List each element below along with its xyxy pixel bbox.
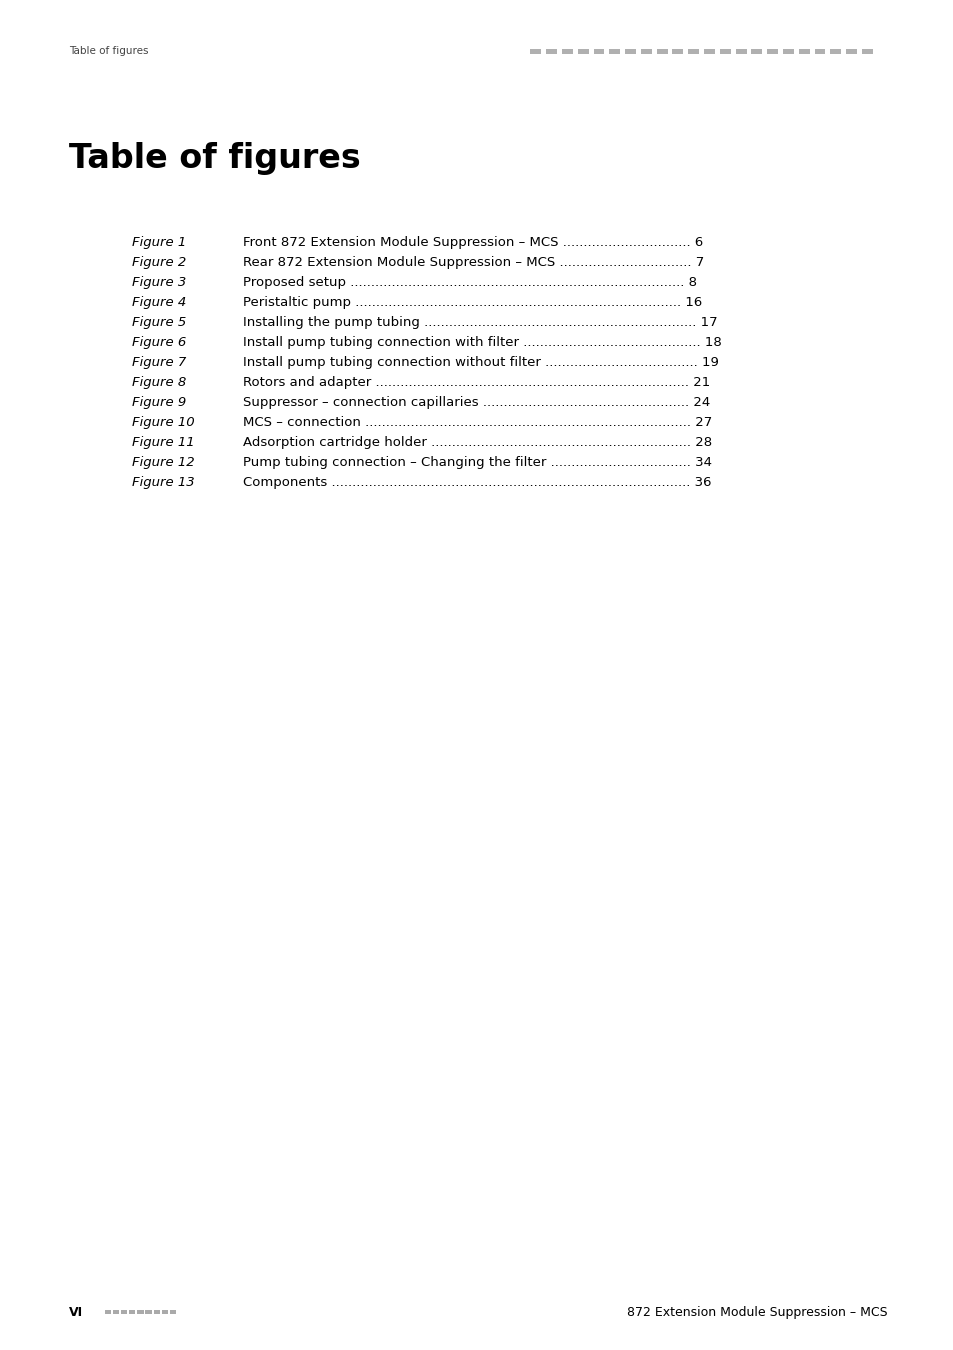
FancyBboxPatch shape	[105, 1310, 111, 1315]
Text: Figure 4: Figure 4	[132, 296, 186, 309]
FancyBboxPatch shape	[703, 49, 714, 54]
Text: Figure 13: Figure 13	[132, 477, 194, 489]
FancyBboxPatch shape	[624, 49, 636, 54]
FancyBboxPatch shape	[609, 49, 619, 54]
FancyBboxPatch shape	[751, 49, 761, 54]
FancyBboxPatch shape	[593, 49, 604, 54]
Text: Install pump tubing connection with filter .....................................: Install pump tubing connection with filt…	[243, 336, 721, 350]
Text: Figure 3: Figure 3	[132, 277, 186, 289]
FancyBboxPatch shape	[798, 49, 809, 54]
Text: Figure 12: Figure 12	[132, 456, 194, 468]
FancyBboxPatch shape	[720, 49, 730, 54]
FancyBboxPatch shape	[530, 49, 540, 54]
Text: 872 Extension Module Suppression – MCS: 872 Extension Module Suppression – MCS	[626, 1305, 886, 1319]
Text: Figure 11: Figure 11	[132, 436, 194, 450]
Text: Front 872 Extension Module Suppression – MCS ............................... 6: Front 872 Extension Module Suppression –…	[243, 236, 702, 250]
FancyBboxPatch shape	[640, 49, 651, 54]
Text: Figure 8: Figure 8	[132, 377, 186, 389]
FancyBboxPatch shape	[145, 1310, 152, 1315]
Text: Adsorption cartridge holder ....................................................: Adsorption cartridge holder ............…	[243, 436, 712, 450]
FancyBboxPatch shape	[672, 49, 682, 54]
Text: VI: VI	[69, 1305, 83, 1319]
FancyBboxPatch shape	[687, 49, 699, 54]
Text: Installing the pump tubing .....................................................: Installing the pump tubing .............…	[243, 316, 718, 329]
Text: Rear 872 Extension Module Suppression – MCS ................................ 7: Rear 872 Extension Module Suppression – …	[243, 256, 703, 269]
Text: Figure 5: Figure 5	[132, 316, 186, 329]
Text: Table of figures: Table of figures	[69, 46, 148, 57]
FancyBboxPatch shape	[121, 1310, 128, 1315]
Text: Table of figures: Table of figures	[69, 142, 360, 174]
FancyBboxPatch shape	[861, 49, 872, 54]
FancyBboxPatch shape	[153, 1310, 159, 1315]
Text: Figure 10: Figure 10	[132, 416, 194, 429]
FancyBboxPatch shape	[814, 49, 824, 54]
Text: Install pump tubing connection without filter ..................................: Install pump tubing connection without f…	[243, 356, 719, 369]
Text: Figure 2: Figure 2	[132, 256, 186, 269]
Text: Figure 9: Figure 9	[132, 396, 186, 409]
Text: Suppressor – connection capillaries ............................................: Suppressor – connection capillaries ....…	[243, 396, 710, 409]
Text: Proposed setup .................................................................: Proposed setup .........................…	[243, 277, 697, 289]
Text: Pump tubing connection – Changing the filter .................................. : Pump tubing connection – Changing the fi…	[243, 456, 712, 468]
FancyBboxPatch shape	[546, 49, 557, 54]
FancyBboxPatch shape	[112, 1310, 119, 1315]
FancyBboxPatch shape	[845, 49, 856, 54]
FancyBboxPatch shape	[766, 49, 778, 54]
FancyBboxPatch shape	[656, 49, 667, 54]
FancyBboxPatch shape	[829, 49, 841, 54]
FancyBboxPatch shape	[782, 49, 793, 54]
Text: Figure 7: Figure 7	[132, 356, 186, 369]
FancyBboxPatch shape	[162, 1310, 168, 1315]
FancyBboxPatch shape	[578, 49, 588, 54]
FancyBboxPatch shape	[130, 1310, 135, 1315]
Text: Figure 6: Figure 6	[132, 336, 186, 350]
Text: Peristaltic pump ...............................................................: Peristaltic pump .......................…	[243, 296, 701, 309]
Text: Components .....................................................................: Components .............................…	[243, 477, 711, 489]
FancyBboxPatch shape	[170, 1310, 175, 1315]
Text: Figure 1: Figure 1	[132, 236, 186, 250]
FancyBboxPatch shape	[137, 1310, 143, 1315]
Text: MCS – connection ...............................................................: MCS – connection .......................…	[243, 416, 712, 429]
FancyBboxPatch shape	[735, 49, 746, 54]
FancyBboxPatch shape	[561, 49, 573, 54]
Text: Rotors and adapter .............................................................: Rotors and adapter .....................…	[243, 377, 710, 389]
